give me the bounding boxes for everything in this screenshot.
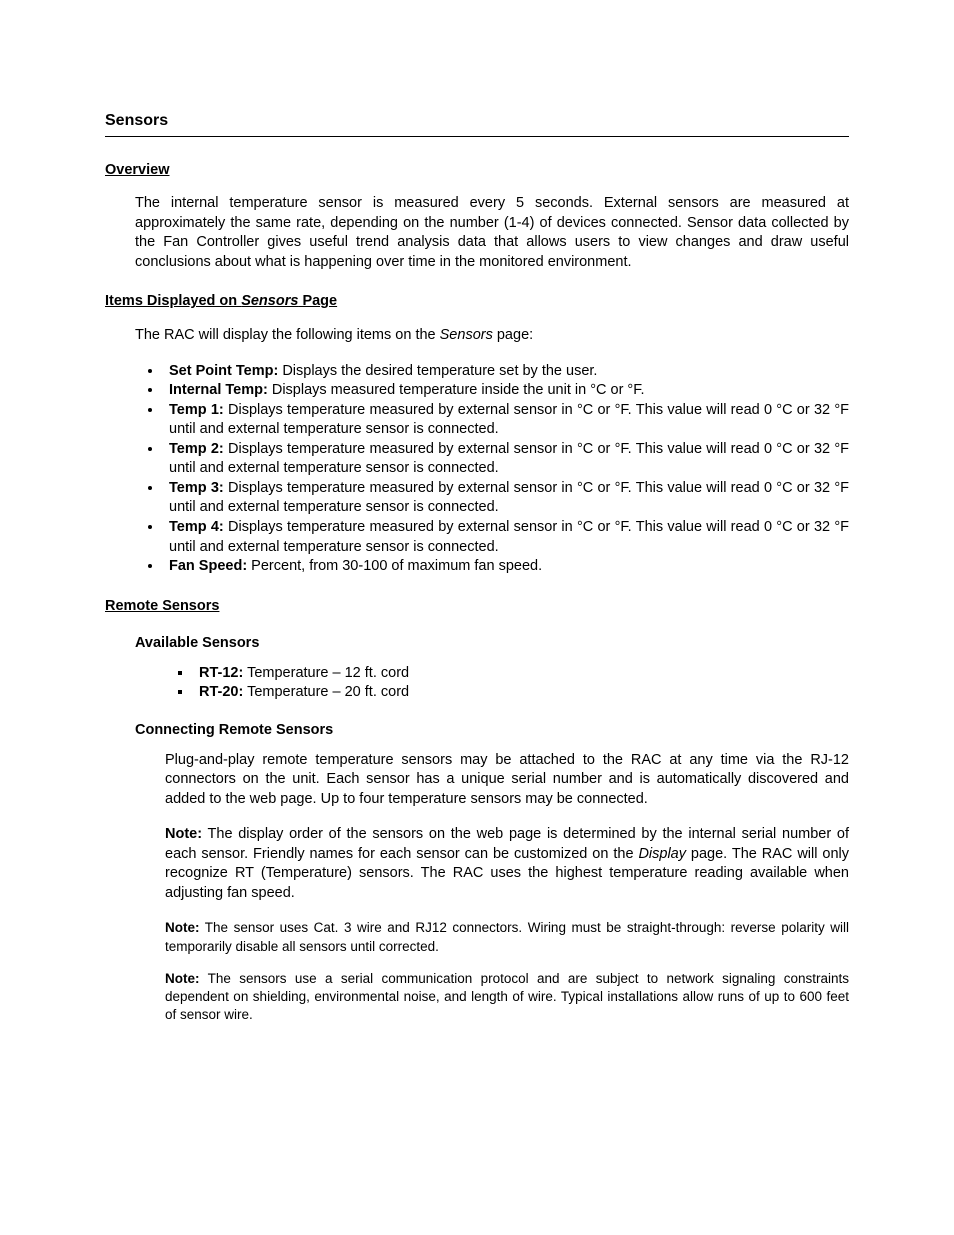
list-item: Temp 2: Displays temperature measured by…: [163, 440, 849, 479]
items-displayed-heading: Items Displayed on Sensors Page: [105, 292, 849, 312]
note-paragraph: Note: The display order of the sensors o…: [165, 825, 849, 903]
intro-text: page:: [493, 327, 533, 343]
list-item: Temp 4: Displays temperature measured by…: [163, 518, 849, 557]
item-label: Internal Temp:: [169, 382, 268, 398]
list-item: RT-12: Temperature – 12 ft. cord: [193, 664, 849, 684]
note-label: Note:: [165, 971, 200, 986]
overview-heading: Overview: [105, 161, 849, 181]
intro-text: The RAC will display the following items…: [135, 327, 440, 343]
note-label: Note:: [165, 920, 200, 935]
item-label: Temp 1:: [169, 402, 224, 418]
note-emphasis: Display: [638, 846, 686, 862]
available-sensors-heading: Available Sensors: [135, 634, 849, 654]
item-label: RT-12:: [199, 665, 243, 681]
item-text: Temperature – 20 ft. cord: [243, 684, 409, 700]
item-label: RT-20:: [199, 684, 243, 700]
list-item: Set Point Temp: Displays the desired tem…: [163, 362, 849, 382]
list-item: Temp 3: Displays temperature measured by…: [163, 479, 849, 518]
list-item: RT-20: Temperature – 20 ft. cord: [193, 683, 849, 703]
heading-text: Page: [298, 293, 337, 309]
item-text: Displays measured temperature inside the…: [268, 382, 645, 398]
item-label: Fan Speed:: [169, 558, 247, 574]
list-item: Temp 1: Displays temperature measured by…: [163, 401, 849, 440]
list-item: Fan Speed: Percent, from 30-100 of maxim…: [163, 557, 849, 577]
item-text: Displays temperature measured by externa…: [169, 441, 849, 477]
overview-paragraph: The internal temperature sensor is measu…: [135, 194, 849, 272]
item-label: Temp 2:: [169, 441, 224, 457]
item-text: Displays temperature measured by externa…: [169, 480, 849, 516]
document-page: Sensors Overview The internal temperatur…: [0, 0, 954, 1235]
note-text: The sensors use a serial communication p…: [165, 971, 849, 1022]
available-sensors-list: RT-12: Temperature – 12 ft. cord RT-20: …: [105, 664, 849, 703]
connecting-paragraph: Plug-and-play remote temperature sensors…: [165, 751, 849, 810]
heading-emphasis: Sensors: [241, 293, 298, 309]
items-intro: The RAC will display the following items…: [135, 326, 849, 346]
note-paragraph: Note: The sensors use a serial communica…: [165, 970, 849, 1025]
item-text: Displays temperature measured by externa…: [169, 519, 849, 555]
item-label: Set Point Temp:: [169, 363, 278, 379]
item-label: Temp 4:: [169, 519, 224, 535]
item-text: Temperature – 12 ft. cord: [243, 665, 409, 681]
item-label: Temp 3:: [169, 480, 224, 496]
section-title: Sensors: [105, 110, 849, 137]
note-label: Note:: [165, 826, 202, 842]
item-text: Percent, from 30-100 of maximum fan spee…: [247, 558, 542, 574]
note-text: The sensor uses Cat. 3 wire and RJ12 con…: [165, 920, 849, 953]
item-text: Displays the desired temperature set by …: [278, 363, 597, 379]
heading-text: Items Displayed on: [105, 293, 241, 309]
list-item: Internal Temp: Displays measured tempera…: [163, 381, 849, 401]
item-text: Displays temperature measured by externa…: [169, 402, 849, 438]
intro-emphasis: Sensors: [440, 327, 493, 343]
items-bullet-list: Set Point Temp: Displays the desired tem…: [105, 362, 849, 577]
remote-sensors-heading: Remote Sensors: [105, 597, 849, 617]
note-paragraph: Note: The sensor uses Cat. 3 wire and RJ…: [165, 919, 849, 955]
connecting-sensors-heading: Connecting Remote Sensors: [135, 721, 849, 741]
